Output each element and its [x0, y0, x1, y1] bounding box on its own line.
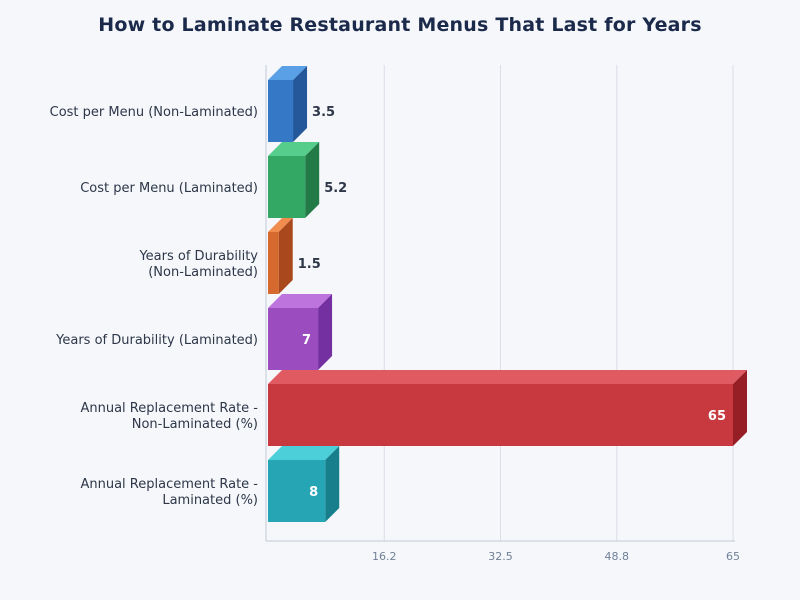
bar-group [268, 446, 340, 522]
bar [268, 232, 279, 294]
category-label: Cost per Menu (Laminated) [80, 181, 258, 196]
bar-group [268, 294, 333, 370]
bar-group [268, 370, 747, 446]
category-label: Years of Durability (Laminated) [55, 333, 258, 348]
bar [268, 80, 294, 142]
data-label: 8 [309, 485, 318, 500]
bar-side-face [733, 370, 747, 446]
bar-top-face [268, 218, 293, 232]
bar-side-face [305, 142, 320, 218]
data-label: 65 [708, 409, 726, 424]
bar [268, 460, 326, 522]
bar [268, 384, 733, 446]
chart-title: How to Laminate Restaurant Menus That La… [98, 14, 702, 36]
x-tick-label: 32.5 [488, 550, 513, 563]
bar-group [268, 66, 308, 142]
bar-side-face [318, 294, 333, 370]
category-label: Annual Replacement Rate -Non-Laminated (… [80, 401, 258, 432]
x-tick-label: 16.2 [372, 550, 397, 563]
bar-top-face [268, 370, 747, 384]
bar-group [268, 218, 293, 294]
bar [268, 308, 319, 370]
category-label: Years of Durability (Non-Laminated) [138, 249, 258, 280]
bar-top-face [268, 66, 308, 80]
bar-side-face [278, 218, 293, 294]
x-tick-label: 65 [726, 550, 740, 563]
bar-side-face [293, 66, 308, 142]
category-label: Annual Replacement Rate -Laminated (%) [80, 477, 258, 508]
data-label: 5.2 [324, 181, 347, 196]
x-tick-label: 48.8 [605, 550, 630, 563]
data-label: 7 [302, 333, 311, 348]
bar-top-face [268, 294, 333, 308]
bar-group [268, 142, 320, 218]
data-label: 1.5 [298, 257, 321, 272]
bar-top-face [268, 446, 340, 460]
bar-top-face [268, 142, 320, 156]
data-label: 3.5 [312, 105, 335, 120]
bar [268, 156, 306, 218]
bar-side-face [325, 446, 340, 522]
category-label: Cost per Menu (Non-Laminated) [50, 105, 258, 120]
